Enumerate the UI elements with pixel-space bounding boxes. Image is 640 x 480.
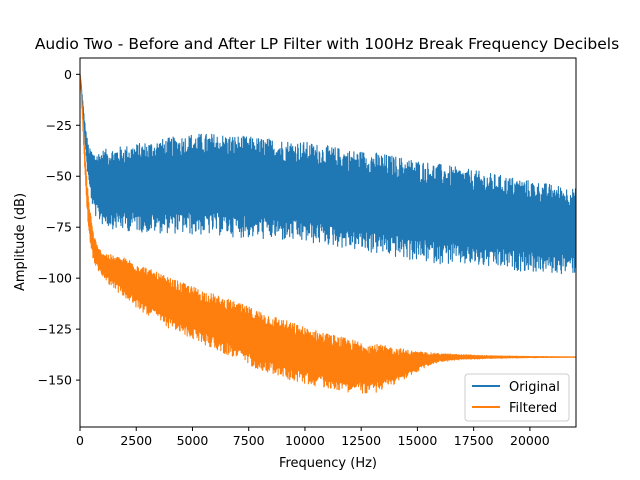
x-tick-label: 5000	[177, 433, 209, 448]
legend-label-filtered: Filtered	[509, 401, 557, 416]
x-tick-label: 10000	[285, 433, 325, 448]
series-line-filtered	[80, 74, 576, 394]
x-tick-label: 0	[76, 433, 84, 448]
x-axis: 0 2500 5000 7500 10000 12500 15000 17500 20000	[76, 427, 550, 448]
x-tick-label: 20000	[510, 433, 550, 448]
x-tick-label: 15000	[398, 433, 438, 448]
x-tick-label: 7500	[233, 433, 265, 448]
x-tick-label: 17500	[454, 433, 494, 448]
y-tick-label: −100	[38, 271, 72, 286]
legend-label-original: Original	[509, 380, 560, 395]
y-axis: 0 −25 −50 −75 −100 −125 −150	[38, 67, 80, 388]
y-axis-label: Amplitude (dB)	[13, 193, 28, 291]
plot-area	[80, 74, 576, 394]
y-tick-label: 0	[64, 67, 72, 82]
x-tick-label: 2500	[120, 433, 152, 448]
y-tick-label: −150	[38, 373, 72, 388]
y-tick-label: −25	[46, 118, 72, 133]
chart-title: Audio Two - Before and After LP Filter w…	[35, 35, 619, 53]
y-tick-label: −125	[38, 322, 72, 337]
x-tick-label: 12500	[341, 433, 381, 448]
series-line-original	[80, 74, 576, 275]
axes-frame	[79, 57, 577, 428]
x-axis-label: Frequency (Hz)	[279, 456, 377, 471]
y-tick-label: −75	[46, 220, 72, 235]
legend: Original Filtered	[464, 373, 570, 422]
y-tick-label: −50	[46, 169, 72, 184]
